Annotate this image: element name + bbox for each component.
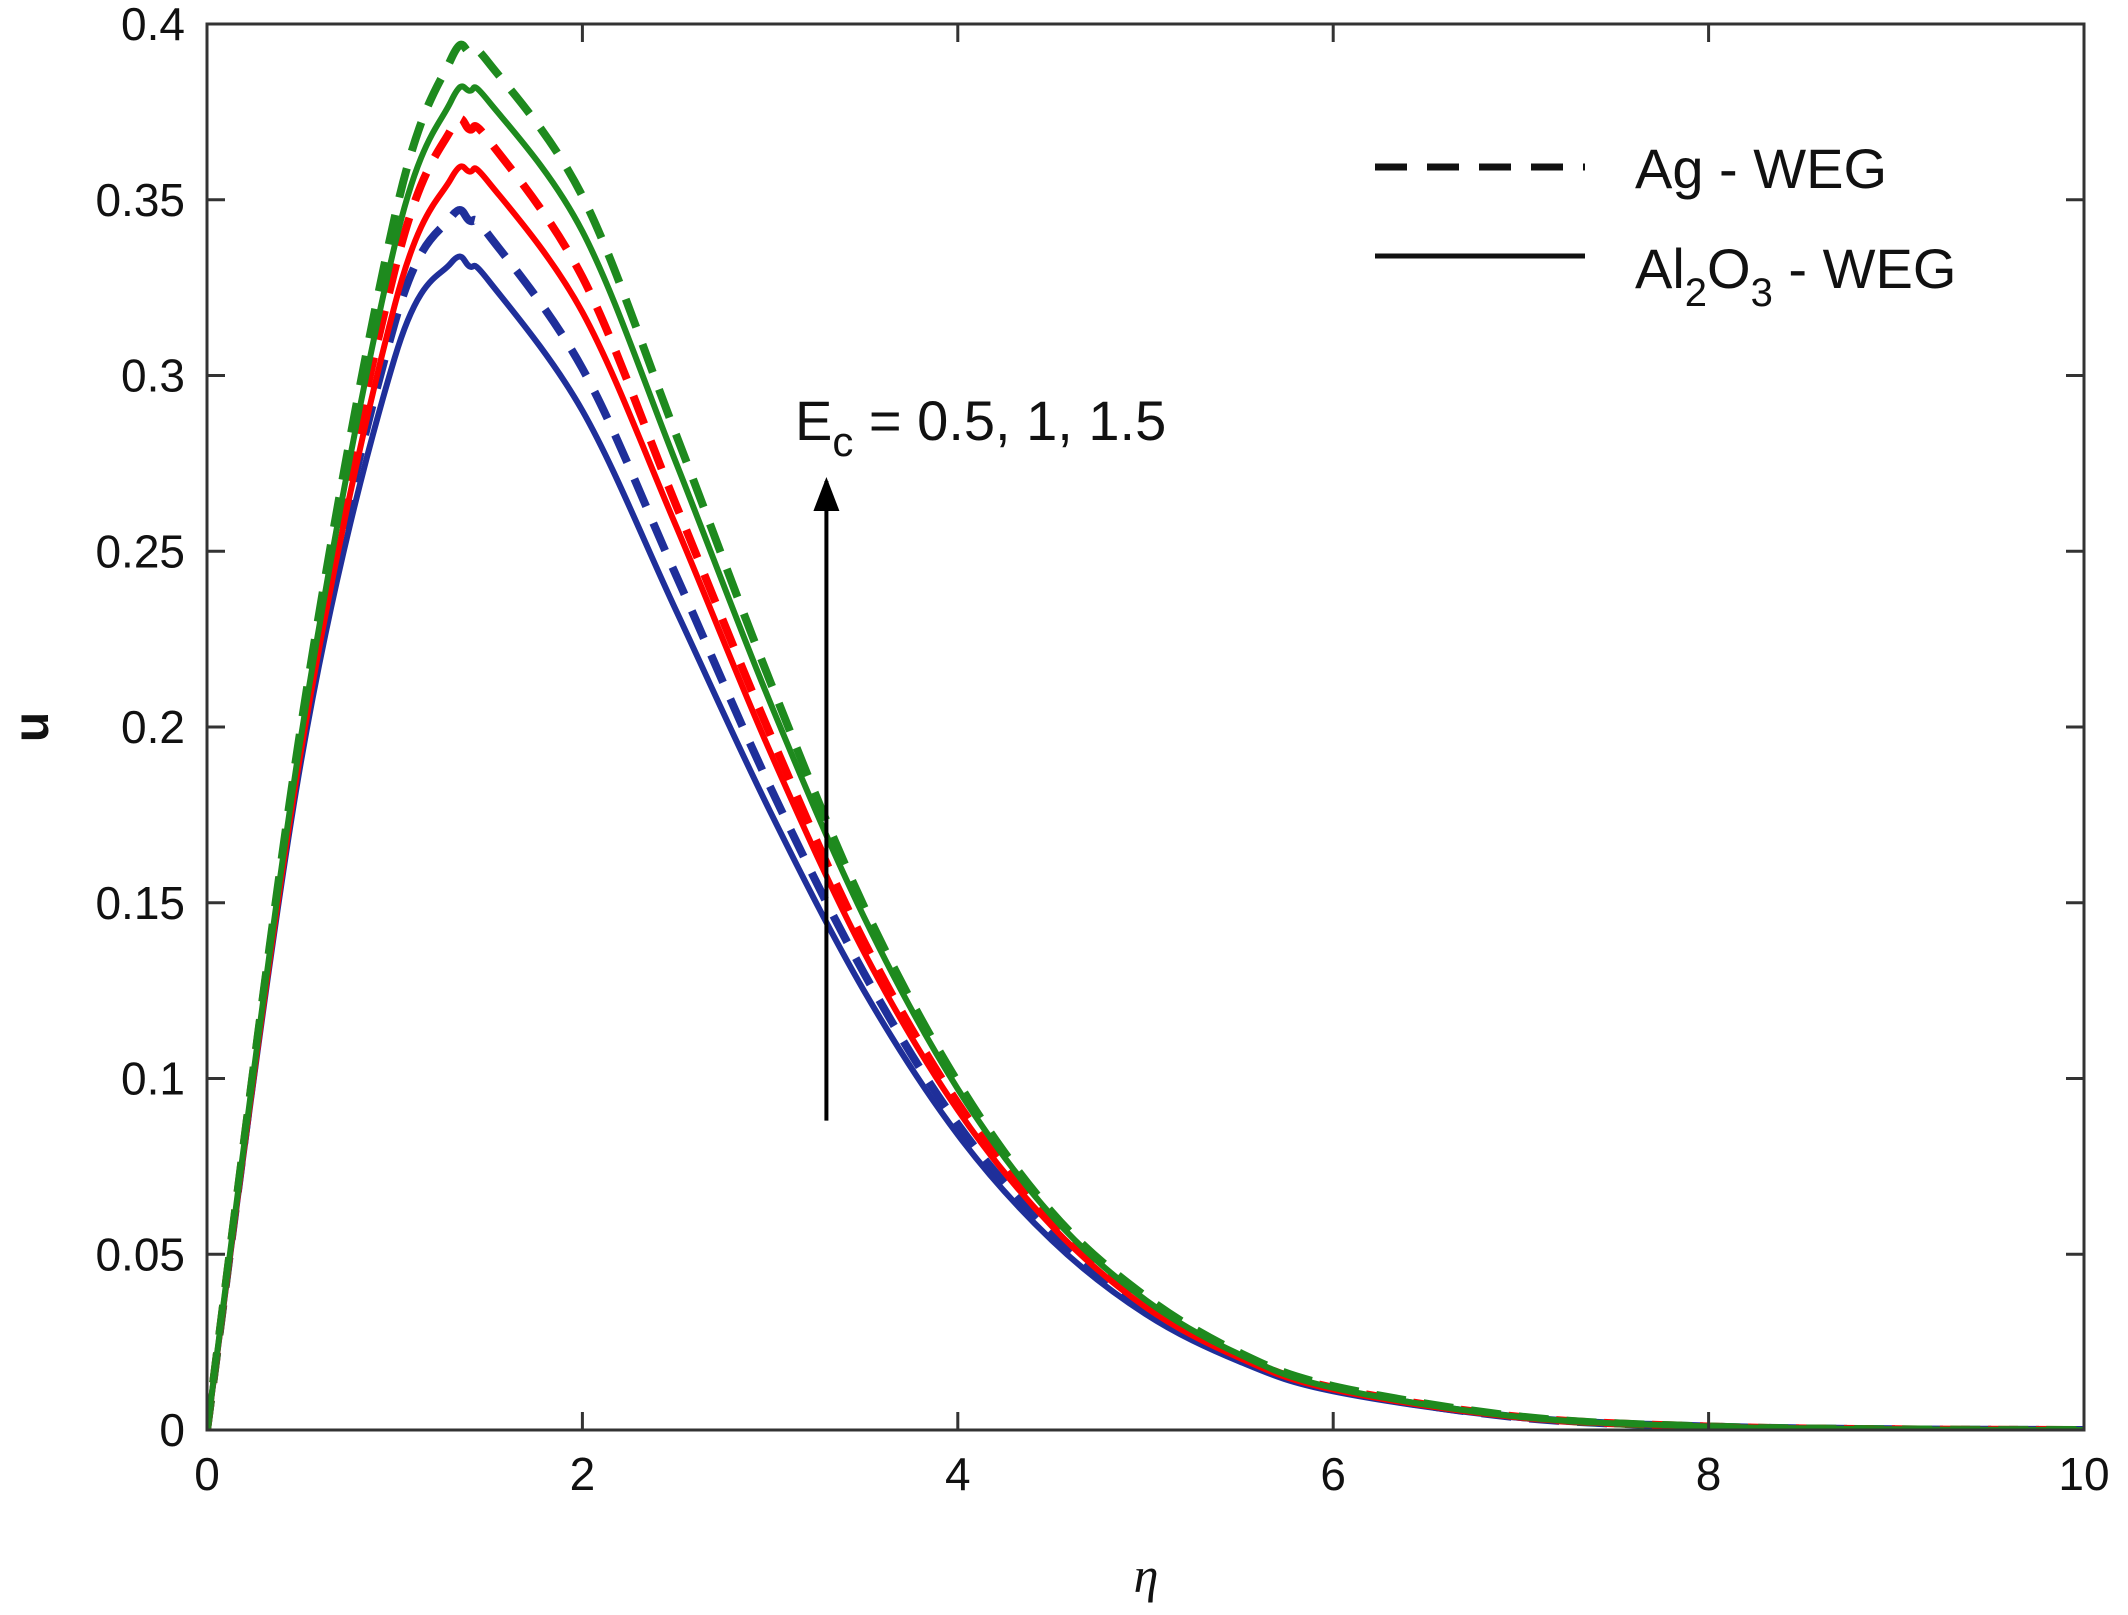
y-axis-label: u: [3, 712, 59, 743]
legend-label-al2o3-weg: Al2O3 - WEG: [1635, 237, 1956, 315]
y-tick-label: 0.15: [95, 877, 185, 929]
legend-label-ag-weg: Ag - WEG: [1635, 137, 1887, 200]
ticks-layer: 0 2 4 6 8 10 0 0.05 0.1 0.15 0.2 0.25 0.3 0.35 0.4: [95, 0, 2109, 1500]
x-tick-label: 4: [945, 1448, 971, 1500]
plot-frame: [205, 22, 2086, 1432]
arrow-head: [813, 476, 840, 511]
annot-values: = 0.5, 1, 1.5: [853, 389, 1166, 452]
series-line-al2o3-weg-ec-1-5: [207, 83, 2084, 1430]
ec-annotation: Ec = 0.5, 1, 1.5: [795, 389, 1166, 1121]
ec-annotation-text: Ec = 0.5, 1, 1.5: [795, 389, 1166, 465]
annot-e: E: [795, 389, 832, 452]
y-tick-label: 0.35: [95, 174, 185, 226]
y-tick-label: 0.2: [121, 701, 185, 753]
series-line-ag-weg-ec-0-5: [207, 206, 2084, 1430]
y-tick-label: 0: [159, 1404, 185, 1456]
y-tick-label: 0.4: [121, 0, 185, 50]
y-tick-label: 0.25: [95, 525, 185, 577]
legend-o-text: O: [1707, 237, 1751, 300]
x-axis-label: η: [1134, 1547, 1159, 1603]
series-line-ag-weg-ec-1-5: [207, 40, 2084, 1430]
legend-sub-2: 2: [1685, 271, 1707, 315]
x-tick-label: 0: [194, 1448, 220, 1500]
x-tick-label: 8: [1696, 1448, 1722, 1500]
series-line-al2o3-weg-ec-1: [207, 163, 2084, 1430]
y-tick-label: 0.3: [121, 350, 185, 402]
legend-weg-text: - WEG: [1773, 237, 1957, 300]
series-line-ag-weg-ec-1: [207, 114, 2084, 1430]
legend-sub-3: 3: [1751, 271, 1773, 315]
legend-al-text: Al: [1635, 237, 1685, 300]
y-tick-label: 0.1: [121, 1053, 185, 1105]
x-tick-label: 10: [2058, 1448, 2109, 1500]
legend: Ag - WEG Al2O3 - WEG: [1375, 137, 1956, 315]
y-tick-label: 0.05: [95, 1228, 185, 1280]
series-layer: [207, 40, 2084, 1430]
annot-sub-c: c: [832, 418, 853, 465]
x-tick-label: 2: [570, 1448, 596, 1500]
x-tick-label: 6: [1320, 1448, 1346, 1500]
